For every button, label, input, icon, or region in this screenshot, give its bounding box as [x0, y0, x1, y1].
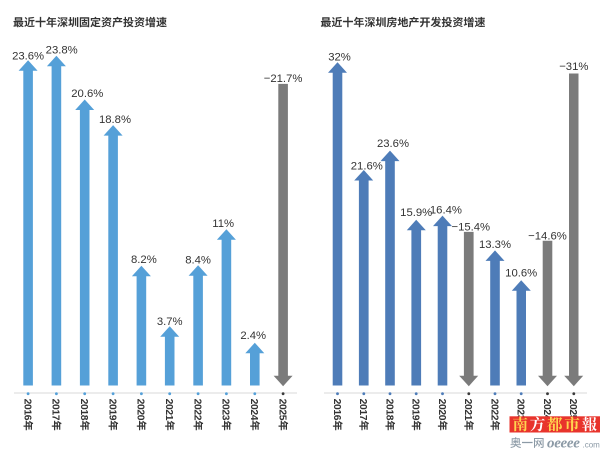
svg-text:2024: 2024: [248, 399, 259, 421]
svg-text:2018: 2018: [78, 399, 89, 421]
svg-text:18.8%: 18.8%: [99, 114, 131, 126]
svg-text:23.6%: 23.6%: [377, 138, 409, 150]
svg-text:10.6%: 10.6%: [505, 268, 537, 280]
svg-text:8.2%: 8.2%: [131, 254, 157, 266]
svg-text:20.6%: 20.6%: [71, 88, 103, 100]
svg-text:2021: 2021: [163, 399, 174, 421]
svg-text:2025: 2025: [567, 399, 578, 421]
svg-text:−15.4%: −15.4%: [451, 221, 490, 233]
svg-text:3.7%: 3.7%: [157, 316, 183, 328]
svg-text:2024: 2024: [541, 399, 552, 421]
svg-text:2019: 2019: [410, 399, 421, 421]
svg-text:−14.6%: −14.6%: [528, 230, 567, 242]
svg-text:11%: 11%: [212, 218, 234, 230]
svg-text:23.8%: 23.8%: [46, 44, 78, 56]
svg-text:2018: 2018: [383, 399, 394, 421]
svg-text:15.9%: 15.9%: [400, 207, 432, 219]
svg-text:32%: 32%: [328, 51, 351, 63]
svg-text:2023: 2023: [220, 399, 231, 421]
svg-text:2025: 2025: [276, 399, 287, 421]
svg-text:−21.7%: −21.7%: [264, 73, 303, 85]
svg-text:2.4%: 2.4%: [240, 330, 266, 342]
svg-text:2017: 2017: [357, 399, 368, 421]
svg-text:16.4%: 16.4%: [430, 205, 462, 217]
svg-text:.com: .com: [583, 441, 600, 450]
svg-text:21.6%: 21.6%: [351, 160, 383, 172]
svg-text:2016: 2016: [331, 399, 342, 421]
svg-text:2022: 2022: [191, 399, 202, 421]
svg-text:2017: 2017: [50, 399, 61, 421]
svg-text:2021: 2021: [462, 399, 473, 421]
svg-text:23.6%: 23.6%: [12, 50, 44, 62]
svg-text:2020: 2020: [436, 399, 447, 421]
svg-text:−31%: −31%: [559, 61, 588, 73]
svg-text:oeeee: oeeee: [547, 436, 580, 452]
svg-text:2023: 2023: [515, 399, 526, 421]
svg-text:2022: 2022: [488, 399, 499, 421]
svg-text:13.3%: 13.3%: [479, 239, 511, 251]
svg-text:2016: 2016: [21, 399, 32, 421]
svg-text:2020: 2020: [135, 399, 146, 421]
svg-text:8.4%: 8.4%: [185, 255, 211, 267]
svg-text:2019: 2019: [106, 399, 117, 421]
